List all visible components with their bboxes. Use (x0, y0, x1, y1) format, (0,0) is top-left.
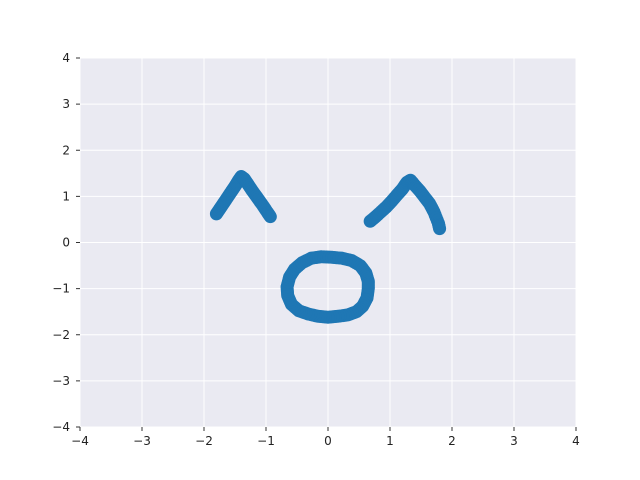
y-tick-label: −3 (52, 374, 70, 388)
data-markers (209, 170, 447, 324)
x-tick-label: −2 (195, 434, 213, 448)
y-tick-label: −2 (52, 328, 70, 342)
x-tick-label: −1 (257, 434, 275, 448)
data-point (263, 210, 277, 224)
series-2 (280, 250, 375, 324)
y-tick-label: 2 (62, 143, 70, 157)
y-tick-label: −1 (52, 282, 70, 296)
y-tick-label: −4 (52, 420, 70, 434)
y-tick-label: 1 (62, 189, 70, 203)
y-tick-label: 4 (62, 51, 70, 65)
series-1 (363, 173, 447, 236)
series-0 (209, 170, 277, 224)
y-axis-ticks: −4 −3 −2 −1 0 1 2 3 4 (52, 51, 80, 434)
x-tick-label: 0 (324, 434, 332, 448)
x-tick-label: 1 (386, 434, 394, 448)
data-point (361, 280, 375, 294)
x-tick-label: 3 (510, 434, 518, 448)
x-axis-ticks: −4 −3 −2 −1 0 1 2 3 4 (71, 427, 580, 448)
x-tick-label: 4 (572, 434, 580, 448)
data-point (433, 222, 447, 236)
y-tick-label: 3 (62, 97, 70, 111)
x-tick-label: 2 (448, 434, 456, 448)
x-tick-label: −3 (133, 434, 151, 448)
x-tick-label: −4 (71, 434, 89, 448)
y-tick-label: 0 (62, 236, 70, 250)
